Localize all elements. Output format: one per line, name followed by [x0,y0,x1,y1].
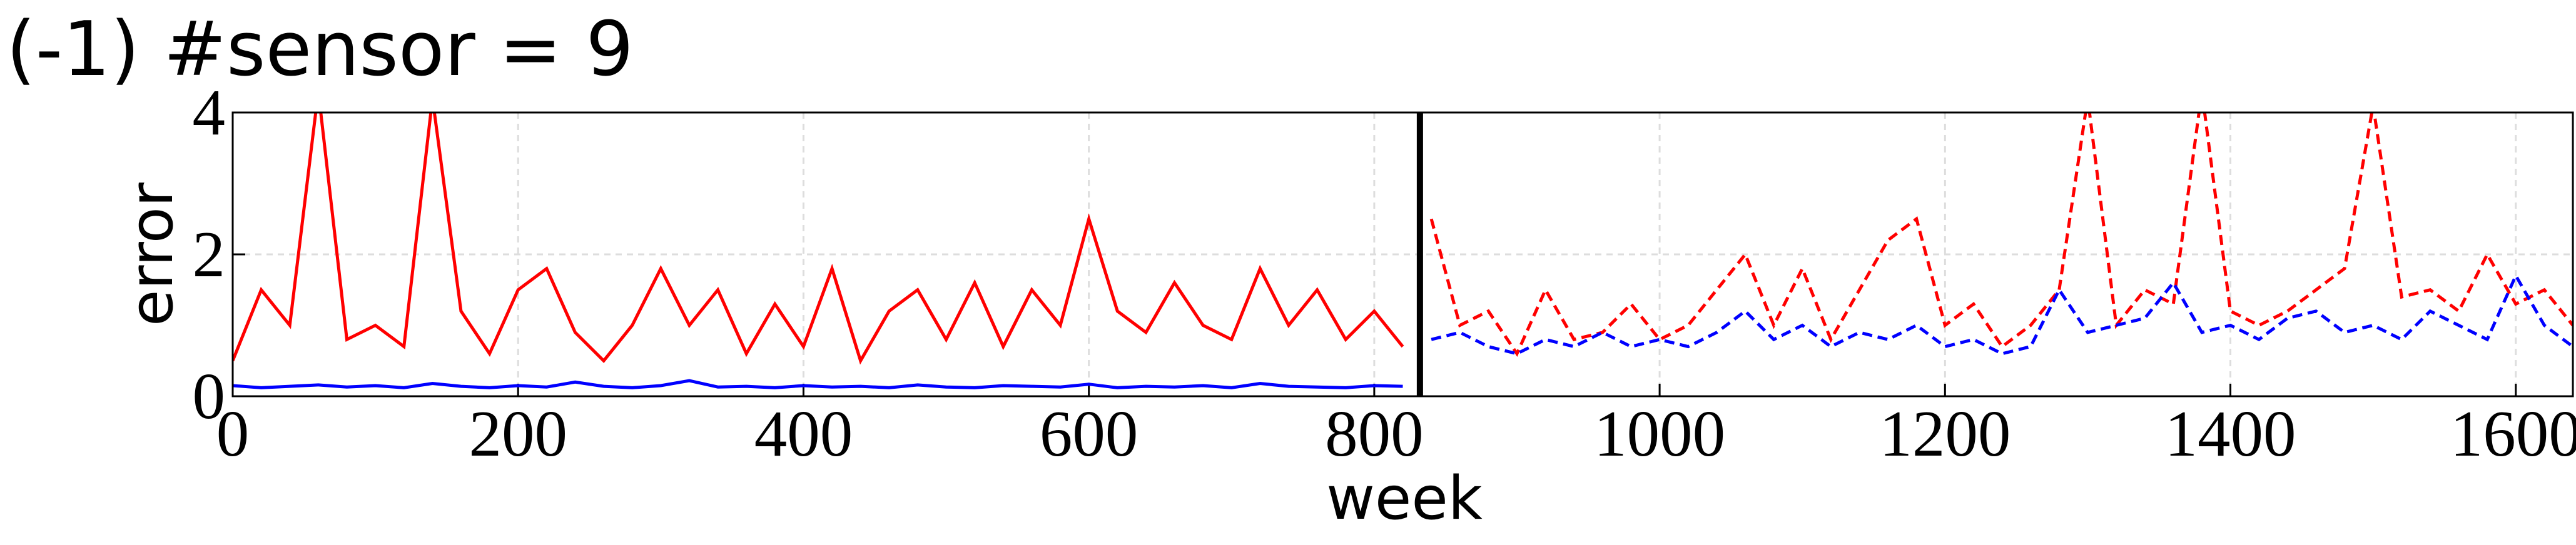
y-tick-label: 2 [193,218,226,291]
x-tick-label: 1200 [1879,397,2011,470]
series-line [233,112,1404,365]
y-tick-label: 4 [193,76,226,149]
series-line [1429,112,2573,358]
x-tick-label: 1400 [2165,397,2296,470]
x-tick-label: 0 [216,397,250,470]
plot-frame [231,111,2574,398]
x-tick-label: 1000 [1594,397,1725,470]
series-line [233,379,1403,389]
x-tick-label: 200 [469,397,567,470]
x-tick-label: 400 [754,397,853,470]
series-line [1431,272,2573,356]
y-tick-label: 0 [193,359,226,432]
series-group [233,112,2573,389]
x-tick-label: 1600 [2450,397,2576,470]
y-axis-label: error [118,182,186,326]
x-axis-label: week [1326,464,1483,533]
x-tick-label: 600 [1040,397,1138,470]
x-tick-label: 800 [1325,397,1424,470]
chart-title: (-1) #sensor = 9 [6,6,634,93]
